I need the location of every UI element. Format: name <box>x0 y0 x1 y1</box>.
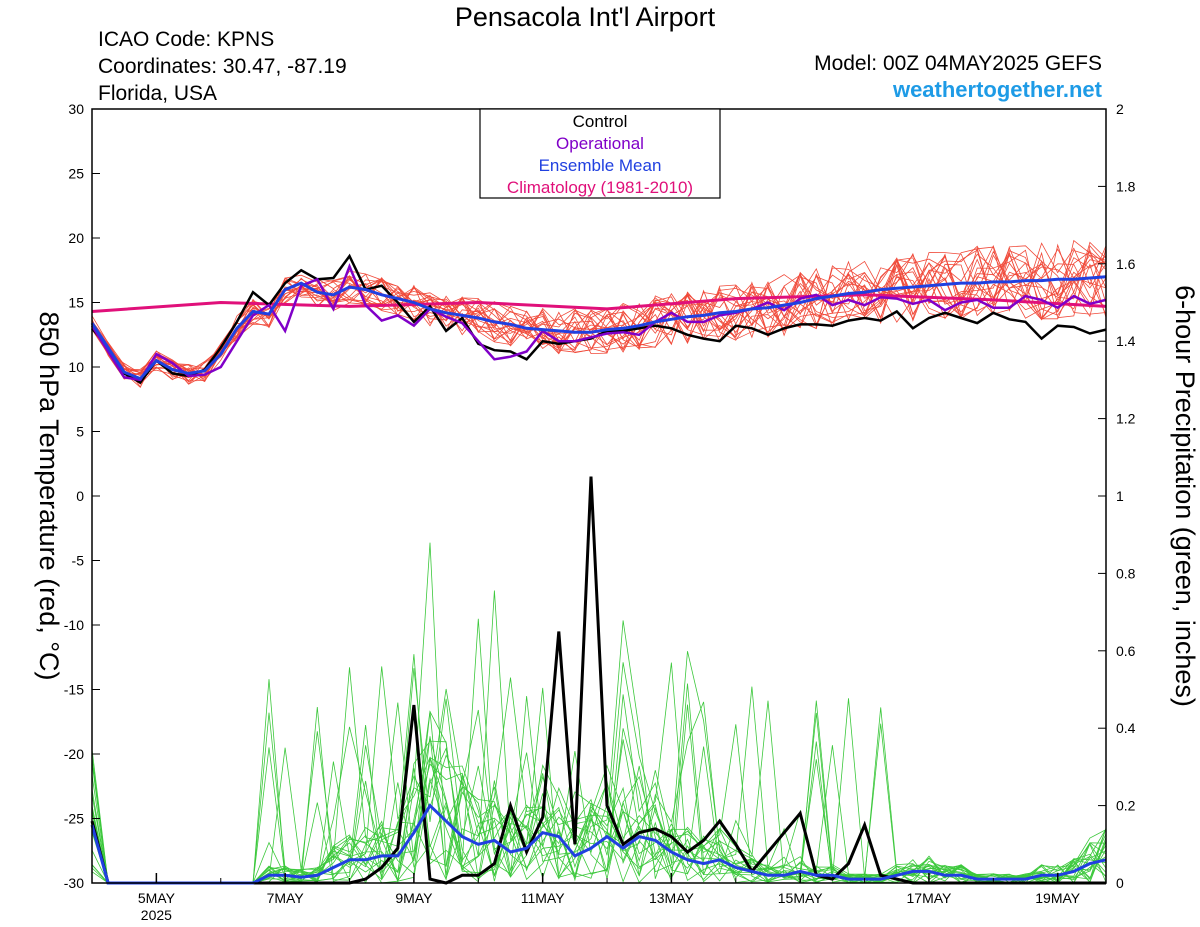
precip-member-line <box>91 683 1107 884</box>
mean-temp-line <box>90 275 1107 381</box>
precip-member-line <box>91 666 1107 884</box>
operational-temp-line <box>90 263 1107 382</box>
x-tick-label: 7MAY <box>267 890 305 906</box>
y-tick-label: -5 <box>72 553 85 569</box>
y-tick-label: -15 <box>64 682 84 698</box>
x-tick-label: 9MAY <box>395 890 433 906</box>
legend-entry: Operational <box>556 134 644 153</box>
legend-entry: Climatology (1981-2010) <box>507 178 693 197</box>
precip-member-line <box>91 662 1107 884</box>
y-tick-label: -20 <box>64 746 84 762</box>
y-axis-label-right: 6-hour Precipitation (green, inches) <box>1170 285 1200 707</box>
legend-box <box>479 108 721 199</box>
legend-entry: Ensemble Mean <box>539 156 662 175</box>
mean-precip-line <box>90 803 1107 885</box>
x-tick-label: 11MAY <box>521 890 565 906</box>
y-tick-label: -10 <box>64 617 84 633</box>
temp-members <box>91 239 1107 388</box>
x-tick-label: 17MAY <box>907 890 953 906</box>
region: Florida, USA <box>98 82 218 105</box>
y2-tick-label: 0.2 <box>1116 798 1136 814</box>
x-tick-label: 15MAY <box>778 890 824 906</box>
precip-member-line <box>91 654 1107 884</box>
y-tick-label: 15 <box>68 295 84 311</box>
temp-member-line <box>91 249 1107 385</box>
y-tick-label: 20 <box>68 230 84 246</box>
precip-member-line <box>91 542 1107 884</box>
y-axis-label-left: 850 hPa Temperature (red, °C) <box>34 312 64 681</box>
y-tick-label: -30 <box>64 875 84 891</box>
y2-tick-label: 1.8 <box>1116 178 1136 194</box>
y-tick-label: 10 <box>68 359 84 375</box>
x-tick-year: 2025 <box>141 907 172 923</box>
axes: -30-25-20-15-10-505101520253000.20.40.60… <box>64 101 1136 923</box>
legend-entry: Control <box>573 112 628 131</box>
coordinates: Coordinates: 30.47, -87.19 <box>98 55 347 78</box>
y2-tick-label: 1 <box>1116 488 1124 504</box>
precip-members <box>91 542 1107 884</box>
y2-tick-label: 0 <box>1116 875 1124 891</box>
chart-title: Pensacola Int'l Airport <box>454 2 716 32</box>
precip-member-line <box>91 709 1107 884</box>
model-run: Model: 00Z 04MAY2025 GEFS <box>814 52 1102 75</box>
precip-member-line <box>91 662 1107 884</box>
precip-member-line <box>91 702 1107 884</box>
y2-tick-label: 2 <box>1116 101 1124 117</box>
precip-member-line <box>91 667 1107 884</box>
y2-tick-label: 0.8 <box>1116 565 1136 581</box>
precip-member-line <box>91 709 1107 884</box>
y2-tick-label: 1.6 <box>1116 256 1136 272</box>
x-tick-label: 13MAY <box>649 890 695 906</box>
temp-member-line <box>91 244 1107 383</box>
legend: Control Operational Ensemble Mean Climatolo… <box>479 108 721 199</box>
y-tick-label: -25 <box>64 811 84 827</box>
y2-tick-label: 1.4 <box>1116 333 1136 349</box>
x-tick-label: 19MAY <box>1035 890 1081 906</box>
icao-code: ICAO Code: KPNS <box>98 28 275 51</box>
precip-member-line <box>91 651 1107 884</box>
y-tick-label: 0 <box>76 488 84 504</box>
y-tick-label: 25 <box>68 166 84 182</box>
x-tick-label: 5MAY <box>138 890 176 906</box>
y-tick-label: 5 <box>76 424 84 440</box>
control-precip-line <box>90 476 1106 885</box>
y2-tick-label: 0.4 <box>1116 720 1136 736</box>
site-credit: weathertogether.net <box>892 77 1102 102</box>
y2-tick-label: 1.2 <box>1116 411 1136 427</box>
climatology-line <box>91 293 1107 313</box>
y-tick-label: 30 <box>68 101 84 117</box>
plot-frame <box>91 108 1107 884</box>
y2-tick-label: 0.6 <box>1116 643 1136 659</box>
precip-member-line <box>91 704 1107 884</box>
